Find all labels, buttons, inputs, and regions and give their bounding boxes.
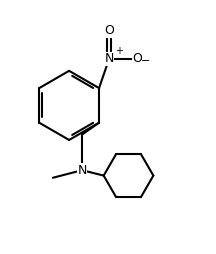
Text: −: − — [141, 56, 151, 66]
Text: O: O — [104, 24, 114, 37]
Text: +: + — [115, 46, 123, 56]
Text: N: N — [104, 53, 114, 66]
Text: O: O — [132, 53, 142, 66]
Text: N: N — [77, 164, 87, 177]
